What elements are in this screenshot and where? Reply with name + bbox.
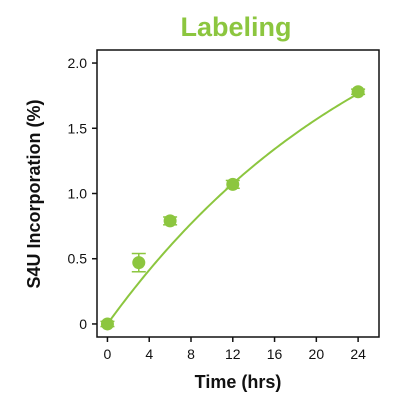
fit-curve bbox=[106, 92, 359, 325]
point-marker bbox=[226, 177, 240, 191]
x-tick-label: 12 bbox=[225, 346, 241, 362]
x-tick-label: 16 bbox=[267, 346, 283, 362]
point-marker bbox=[100, 317, 114, 331]
y-tick-label: 1.0 bbox=[68, 186, 88, 202]
data-point bbox=[163, 214, 178, 228]
data-points bbox=[100, 85, 366, 331]
x-axis-label: Time (hrs) bbox=[195, 372, 282, 392]
y-tick-label: 0.5 bbox=[68, 251, 88, 267]
x-tick-label: 4 bbox=[145, 346, 153, 362]
data-point bbox=[131, 252, 146, 273]
x-axis: 0 4 8 12 16 20 24 bbox=[104, 337, 366, 362]
point-marker bbox=[132, 256, 146, 270]
y-axis: 0 0.5 1.0 1.5 2.0 bbox=[68, 55, 97, 332]
point-marker bbox=[351, 85, 365, 99]
point-marker bbox=[163, 214, 177, 228]
data-point bbox=[100, 317, 115, 331]
x-tick-label: 0 bbox=[104, 346, 112, 362]
chart-title: Labeling bbox=[180, 12, 291, 42]
y-tick-label: 0 bbox=[79, 316, 87, 332]
y-tick-label: 1.5 bbox=[68, 120, 88, 136]
y-axis-label: S4U Incorporation (%) bbox=[24, 99, 44, 288]
x-tick-label: 24 bbox=[350, 346, 366, 362]
y-tick-label: 2.0 bbox=[68, 55, 88, 71]
data-point bbox=[225, 177, 240, 191]
x-tick-label: 8 bbox=[187, 346, 195, 362]
data-point bbox=[351, 85, 366, 99]
x-tick-label: 20 bbox=[309, 346, 325, 362]
plot-frame bbox=[96, 49, 380, 338]
